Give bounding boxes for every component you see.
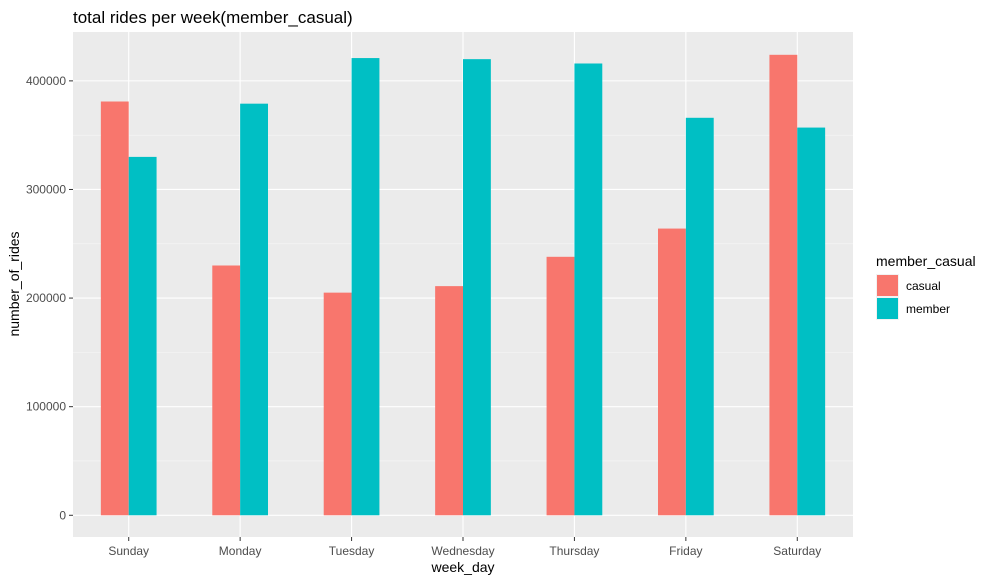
bar-casual bbox=[435, 286, 463, 516]
bar-member bbox=[240, 103, 268, 516]
bar-member bbox=[574, 63, 603, 516]
y-axis-title: number_of_rides bbox=[6, 231, 22, 336]
y-tick-label: 0 bbox=[59, 508, 66, 522]
x-tick-label: Saturday bbox=[773, 544, 821, 558]
y-tick-label: 400000 bbox=[26, 74, 66, 88]
x-tick-label: Sunday bbox=[108, 544, 149, 558]
x-tick-label: Tuesday bbox=[329, 544, 375, 558]
legend: member_casual casual member bbox=[876, 253, 976, 320]
bar-member bbox=[351, 58, 380, 516]
bar-casual bbox=[769, 54, 798, 516]
bar-member bbox=[685, 117, 714, 516]
legend-label-casual: casual bbox=[906, 279, 941, 293]
x-tick-label: Thursday bbox=[549, 544, 599, 558]
bar-member bbox=[128, 156, 157, 516]
y-tick-label: 300000 bbox=[26, 182, 66, 196]
y-axis: 0 100000 200000 300000 400000 bbox=[26, 74, 73, 522]
bar-casual bbox=[100, 101, 129, 516]
legend-swatch-casual bbox=[877, 275, 898, 296]
y-tick-label: 100000 bbox=[26, 400, 66, 414]
bar-casual bbox=[323, 292, 352, 516]
bar-member bbox=[463, 59, 491, 516]
x-axis: Sunday Monday Tuesday Wednesday Thursday Frid… bbox=[108, 537, 821, 558]
bar-casual bbox=[546, 256, 575, 516]
x-axis-title: week_day bbox=[430, 559, 494, 575]
x-tick-label: Monday bbox=[219, 544, 262, 558]
legend-swatch-member bbox=[877, 298, 898, 319]
legend-title: member_casual bbox=[876, 253, 976, 269]
legend-label-member: member bbox=[906, 302, 950, 316]
chart-title: total rides per week(member_casual) bbox=[73, 8, 353, 27]
y-tick-label: 200000 bbox=[26, 291, 66, 305]
bars bbox=[100, 54, 826, 516]
x-tick-label: Wednesday bbox=[431, 544, 494, 558]
bar-member bbox=[797, 127, 826, 516]
bar-casual bbox=[658, 228, 686, 516]
bar-casual bbox=[212, 265, 241, 516]
x-tick-label: Friday bbox=[669, 544, 702, 558]
